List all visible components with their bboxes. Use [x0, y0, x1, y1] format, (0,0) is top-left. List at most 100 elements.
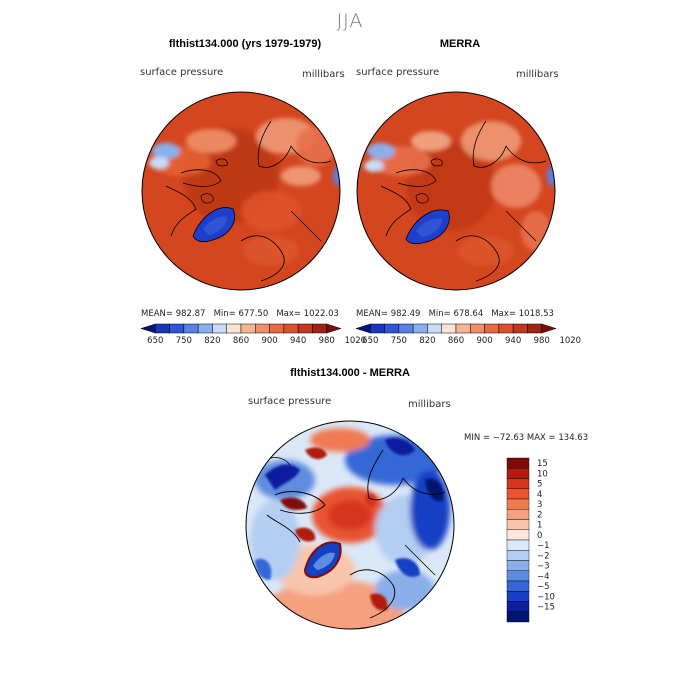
- right-panel-title: MERRA: [439, 38, 481, 50]
- diff-colorbar-swatch: [506, 498, 530, 510]
- left-colorbar-swatch: [312, 323, 327, 334]
- left-colorbar-swatch: [326, 323, 342, 334]
- right-colorbar-swatch: [484, 323, 500, 334]
- diff-colorbar-swatch: [506, 457, 530, 469]
- right-colorbar-swatch: [541, 323, 557, 334]
- diff-panel-title: flthist134.000 - MERRA: [290, 367, 410, 379]
- diff-colorbar-tick-label: 15: [537, 459, 548, 469]
- diff-colorbar-swatch: [506, 591, 530, 602]
- right-colorbar-swatch: [412, 323, 428, 334]
- diff-colorbar-tick-label: 0: [537, 531, 542, 541]
- right-mean-value: 982.49: [390, 309, 421, 319]
- diff-colorbar-swatch: [506, 519, 530, 530]
- left-max-label: Max=: [276, 309, 302, 319]
- left-colorbar-tick-label: 650: [147, 336, 163, 346]
- right-colorbar: 650 750 820 860 900 940 980 1020: [355, 323, 581, 346]
- diff-polar-map: [245, 420, 455, 630]
- right-colorbar-tick-label: 980: [534, 336, 550, 346]
- left-colorbar-tick-label: 860: [233, 336, 249, 346]
- right-units-label: millibars: [516, 69, 559, 80]
- left-colorbar-swatch: [169, 323, 185, 334]
- right-colorbar-swatch: [498, 323, 514, 334]
- left-colorbar-swatch: [140, 323, 156, 334]
- left-variable-label: surface pressure: [140, 67, 224, 78]
- diff-colorbar-tick-label: 3: [537, 500, 542, 510]
- left-stats: MEAN= 982.87 Min= 677.50 Max= 1022.03: [141, 309, 339, 319]
- diff-colorbar-tick-label: −3: [537, 562, 550, 572]
- diff-colorbar-swatch: [506, 529, 530, 541]
- diff-colorbar-swatch: [506, 509, 530, 520]
- left-colorbar-swatch: [269, 323, 285, 334]
- figure-title: JJA: [336, 10, 364, 32]
- right-colorbar-swatch: [527, 323, 542, 334]
- left-polar-map: [141, 91, 341, 291]
- left-colorbar-tick-label: 820: [204, 336, 220, 346]
- right-colorbar-tick-label: 1020: [559, 336, 581, 346]
- right-colorbar-tick-label: 750: [391, 336, 407, 346]
- diff-colorbar-swatch: [506, 550, 530, 561]
- left-colorbar-swatch: [240, 323, 256, 334]
- diff-colorbar-tick-label: 4: [537, 490, 542, 500]
- right-colorbar-swatch: [370, 323, 385, 334]
- diff-colorbar-tick-label: 10: [537, 469, 548, 479]
- right-colorbar-swatch: [355, 323, 371, 334]
- diff-minmax: MIN = −72.63 MAX = 134.63: [464, 433, 589, 443]
- right-colorbar-swatch: [441, 323, 457, 334]
- right-colorbar-tick-label: 900: [476, 336, 492, 346]
- diff-colorbar-tick-label: −10: [537, 592, 555, 602]
- left-colorbar-swatch: [183, 323, 199, 334]
- diff-colorbar-swatch: [506, 560, 530, 571]
- left-min-value: 677.50: [238, 309, 269, 319]
- diff-colorbar-swatch: [506, 570, 530, 582]
- left-colorbar-swatch: [255, 323, 270, 334]
- left-colorbar-swatch: [155, 323, 170, 334]
- diff-colorbar-swatch: [506, 478, 530, 489]
- left-colorbar-swatch: [212, 323, 227, 334]
- right-colorbar-tick-label: 860: [448, 336, 464, 346]
- left-colorbar: 650 750 820 860 900 940 980 1020: [140, 323, 366, 346]
- left-max-value: 1022.03: [303, 309, 339, 319]
- diff-colorbar-tick-label: 1: [537, 521, 542, 531]
- left-colorbar-tick-label: 980: [319, 336, 335, 346]
- diff-colorbar-swatch: [506, 468, 530, 479]
- diff-colorbar-tick-label: 2: [537, 510, 542, 520]
- diff-units-label: millibars: [408, 399, 451, 410]
- left-min-label: Min=: [213, 309, 236, 319]
- diff-colorbar-swatch: [506, 539, 530, 551]
- diff-colorbar-swatch: [506, 611, 530, 623]
- right-colorbar-swatch: [455, 323, 471, 334]
- right-colorbar-swatch: [512, 323, 528, 334]
- right-colorbar-tick-label: 650: [362, 336, 378, 346]
- left-colorbar-swatch: [297, 323, 313, 334]
- diff-variable-label: surface pressure: [248, 396, 332, 407]
- left-mean-value: 982.87: [175, 309, 206, 319]
- right-colorbar-swatch: [384, 323, 400, 334]
- diff-colorbar-tick-label: −15: [537, 603, 555, 613]
- right-mean-label: MEAN=: [356, 309, 388, 319]
- right-polar-map: [356, 91, 556, 291]
- left-colorbar-tick-label: 1020: [344, 336, 366, 346]
- diff-colorbar-swatch: [506, 488, 530, 500]
- right-colorbar-tick-label: 940: [505, 336, 521, 346]
- left-mean-label: MEAN=: [141, 309, 173, 319]
- right-stats: MEAN= 982.49 Min= 678.64 Max= 1018.53: [356, 309, 554, 319]
- right-colorbar-swatch: [427, 323, 442, 334]
- left-colorbar-tick-label: 940: [290, 336, 306, 346]
- right-min-label: Min=: [428, 309, 451, 319]
- right-colorbar-tick-label: 820: [419, 336, 435, 346]
- right-max-label: Max=: [491, 309, 517, 319]
- diff-colorbar-swatch: [506, 580, 530, 592]
- left-colorbar-swatch: [197, 323, 213, 334]
- left-colorbar-swatch: [283, 323, 299, 334]
- diff-colorbar-tick-label: −1: [537, 541, 550, 551]
- left-colorbar-tick-label: 900: [261, 336, 277, 346]
- right-variable-label: surface pressure: [356, 67, 440, 78]
- right-colorbar-swatch: [470, 323, 485, 334]
- diff-colorbar-tick-label: −2: [537, 551, 550, 561]
- left-colorbar-tick-label: 750: [176, 336, 192, 346]
- diff-colorbar-tick-label: 5: [537, 480, 542, 490]
- left-units-label: millibars: [302, 69, 345, 80]
- diff-colorbar-swatch: [506, 601, 530, 612]
- right-max-value: 1018.53: [518, 309, 554, 319]
